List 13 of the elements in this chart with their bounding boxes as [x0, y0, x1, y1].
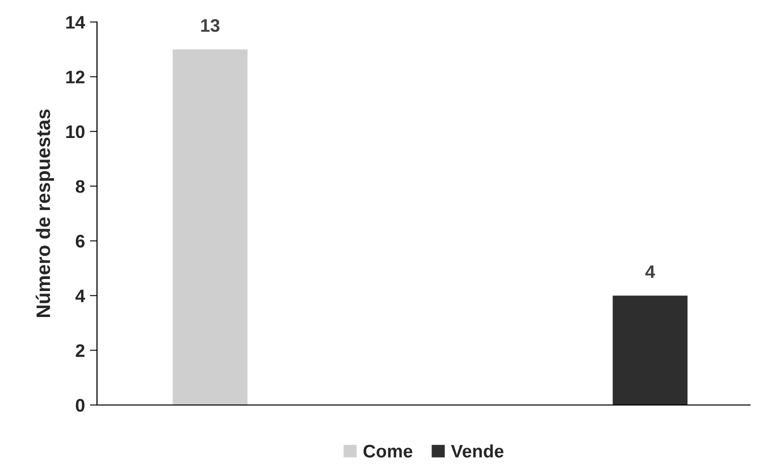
y-tick-label: 10 — [66, 125, 84, 138]
y-tick-label: 4 — [75, 290, 86, 302]
y-tick-label: 6 — [76, 234, 85, 248]
y-tick-label: 2 — [76, 344, 84, 357]
data-label: 4 — [645, 266, 656, 278]
y-tick-label: 0 — [76, 398, 84, 412]
y-tick-label: 8 — [76, 180, 85, 193]
y-tick-label: 14 — [66, 16, 86, 29]
y-tick-label: 12 — [66, 70, 84, 84]
data-label: 13 — [201, 19, 220, 32]
y-axis-title: Número de respuestas — [36, 109, 54, 318]
legend-label: Vende — [451, 444, 504, 458]
legend-label: Come — [364, 444, 412, 458]
